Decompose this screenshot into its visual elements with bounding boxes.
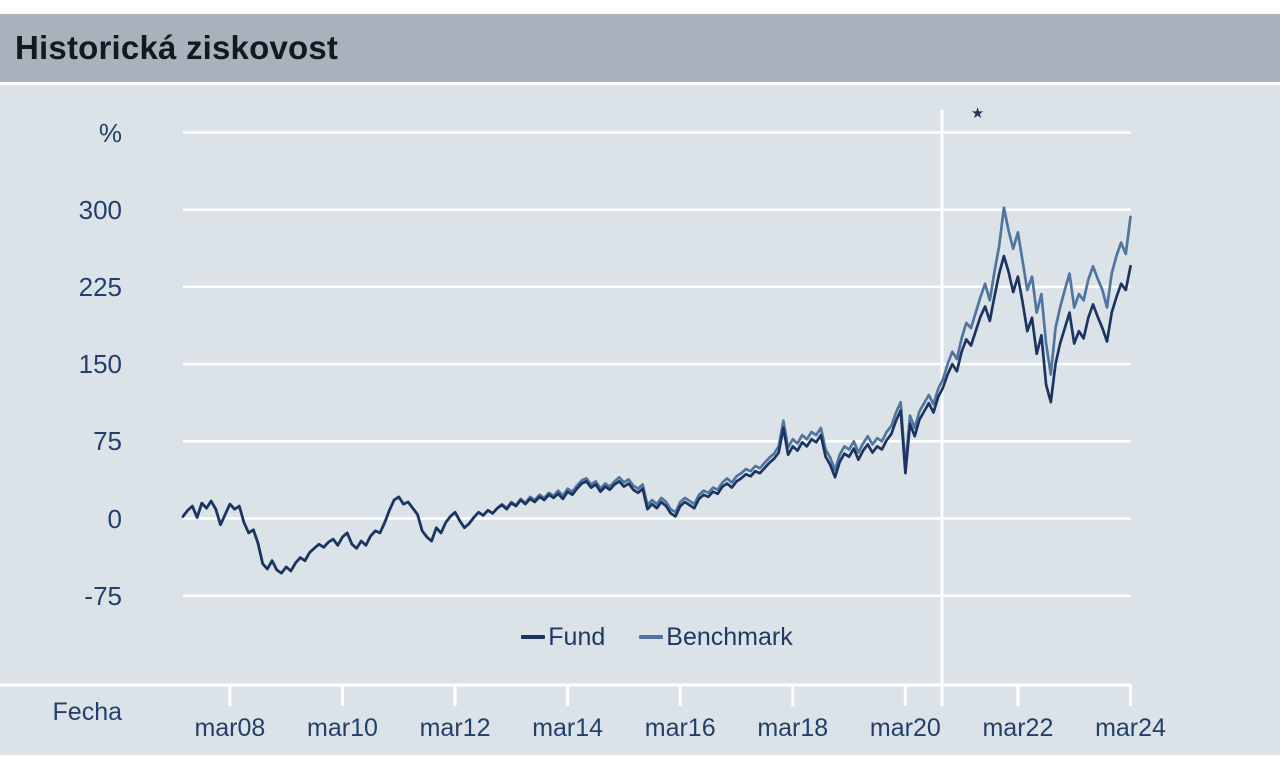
section-title: Historická ziskovost	[15, 29, 339, 66]
x-axis-label: mar14	[532, 714, 604, 742]
x-axis-label: mar20	[869, 714, 941, 742]
x-axis-label: mar16	[644, 714, 716, 742]
legend-label-benchmark: Benchmark	[666, 622, 793, 651]
annotation-star-icon: ★	[970, 105, 985, 122]
x-axis-title: Fecha	[52, 698, 122, 726]
y-axis-label: 0	[107, 503, 122, 534]
x-axis-label: mar08	[194, 714, 266, 742]
y-axis-label: 225	[78, 271, 122, 302]
y-axis-label: 75	[93, 426, 122, 457]
performance-chart: % 300 225 150 75 0 -75 mar08 mar10 mar12 mar14 mar…	[0, 85, 1280, 755]
x-axis-label: mar24	[1095, 714, 1166, 742]
y-axis-label: 300	[78, 194, 122, 225]
legend-item-fund: Fund	[521, 623, 605, 652]
x-axis-label: mar12	[419, 714, 491, 742]
x-axis-label: mar22	[982, 714, 1054, 742]
benchmark-line-swatch-icon	[639, 635, 664, 639]
section-title-bar: Historická ziskovost	[0, 14, 1280, 82]
y-axis-label: 150	[78, 349, 122, 380]
x-axis-label: mar18	[757, 714, 829, 742]
fund-series-line	[181, 254, 1132, 575]
chart-plot-svg	[0, 110, 1132, 706]
fund-line-swatch-icon	[521, 635, 546, 639]
legend-item-benchmark: Benchmark	[639, 622, 793, 652]
y-axis-unit-label: %	[98, 117, 122, 148]
x-axis-label: mar10	[307, 714, 378, 742]
chart-legend: Fund Benchmark	[183, 621, 1131, 653]
y-axis-label: -75	[84, 580, 122, 611]
legend-label-fund: Fund	[548, 622, 606, 651]
